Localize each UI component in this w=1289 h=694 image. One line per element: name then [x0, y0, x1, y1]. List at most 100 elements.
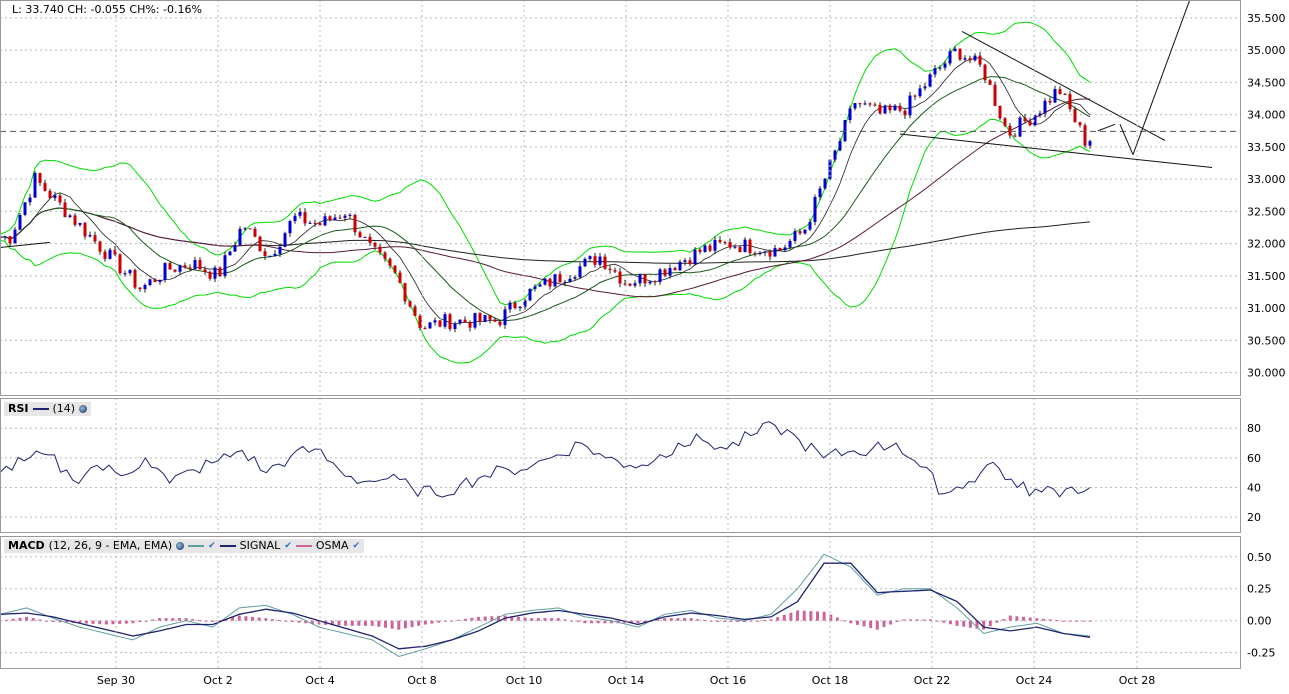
- candle-body: [853, 103, 857, 109]
- y-tick-label: 20: [1247, 511, 1261, 524]
- osma-bar: [935, 620, 939, 622]
- settings-icon[interactable]: [79, 405, 88, 413]
- candle-body: [388, 258, 392, 266]
- candle-body: [508, 302, 512, 310]
- candle-body: [873, 104, 877, 106]
- price-panel: 35.500 35.000 34.500 34.000 33.500 33.000 32.5…: [0, 0, 1286, 380]
- osma-bar: [609, 620, 613, 624]
- osma-bar: [875, 620, 879, 630]
- candle-body: [98, 241, 102, 252]
- candle-body: [903, 110, 907, 116]
- candle-body: [948, 51, 952, 64]
- candle-body: [813, 197, 817, 222]
- osma-bar: [483, 616, 487, 621]
- y-tick-label: 80: [1247, 422, 1261, 435]
- osma-bar: [297, 620, 301, 623]
- osma-bar: [1048, 619, 1052, 621]
- osma-bar: [995, 620, 999, 623]
- osma-bar: [968, 620, 972, 628]
- candle-body: [808, 221, 812, 230]
- candle-body: [273, 253, 277, 256]
- osma-bar: [390, 620, 394, 629]
- candle-body: [403, 282, 407, 302]
- y-tick-label: 30.500: [1247, 334, 1286, 347]
- candle-body: [1033, 115, 1037, 126]
- candle-body: [28, 197, 32, 203]
- osma-label: OSMA: [315, 539, 349, 552]
- rsi-legend[interactable]: RSI (14): [4, 402, 92, 416]
- x-tick-label: Oct 24: [1016, 674, 1053, 687]
- candle-body: [518, 306, 522, 308]
- candle-body: [678, 261, 682, 271]
- osma-bar: [676, 618, 680, 621]
- osma-bar: [463, 618, 467, 621]
- osma-bar: [1041, 618, 1045, 621]
- osma-bar: [802, 610, 806, 621]
- candle-body: [168, 263, 172, 270]
- candle-body: [1058, 89, 1062, 94]
- osma-bar: [1075, 620, 1079, 622]
- osma-bar: [709, 620, 713, 622]
- candle-body: [238, 228, 242, 246]
- y-tick-label: 34.000: [1247, 109, 1286, 122]
- osma-bar: [430, 620, 434, 624]
- osma-bar: [948, 620, 952, 625]
- candle-body: [313, 222, 317, 224]
- candle-body: [578, 266, 582, 278]
- moving-average-10: [0, 57, 1091, 325]
- candle-body: [573, 277, 577, 279]
- macd-legend[interactable]: MACD (12, 26, 9 - EMA, EMA) ✔ SIGNAL ✔ O…: [4, 539, 365, 553]
- candle-body: [183, 265, 187, 268]
- candle-body: [1078, 122, 1082, 126]
- x-tick-label: Oct 22: [914, 674, 951, 687]
- candle-body: [143, 285, 147, 290]
- osma-bar: [809, 611, 813, 621]
- candle-body: [983, 64, 987, 81]
- candle-body: [1053, 89, 1057, 103]
- osma-bar: [330, 620, 334, 626]
- candle-body: [913, 95, 917, 97]
- candle-body: [673, 268, 677, 271]
- osma-bar: [669, 618, 673, 621]
- osma-bar: [11, 618, 15, 621]
- candle-body: [323, 216, 327, 226]
- candle-body: [258, 236, 262, 252]
- rsi-frame: [0, 398, 1241, 533]
- osma-bar: [290, 620, 294, 622]
- candle-body: [548, 278, 552, 287]
- candle-body: [203, 269, 207, 272]
- osma-bar: [629, 620, 633, 624]
- osma-bar: [31, 618, 35, 621]
- osma-bar: [550, 618, 554, 621]
- osma-bar: [217, 620, 221, 622]
- osma-bar: [882, 620, 886, 628]
- osma-bar: [563, 619, 567, 621]
- signal-label: SIGNAL: [239, 539, 281, 552]
- candle-body: [243, 228, 247, 230]
- osma-bar: [171, 618, 175, 621]
- candle-body: [1028, 121, 1032, 126]
- candle-body: [998, 105, 1002, 119]
- osma-bar: [656, 619, 660, 621]
- rsi-swatch: [32, 408, 49, 410]
- settings-icon[interactable]: [176, 542, 185, 550]
- osma-bar: [317, 620, 321, 625]
- candle-body: [918, 88, 922, 97]
- candle-body: [623, 283, 627, 285]
- check-icon[interactable]: ✔: [284, 541, 292, 551]
- candle-body: [973, 55, 977, 61]
- quote-readout: L: 33.740 CH: -0.055 CH%: -0.16%: [12, 3, 202, 16]
- candle-body: [538, 284, 542, 287]
- osma-bar: [1035, 618, 1039, 621]
- candle-body: [833, 150, 837, 160]
- osma-bar: [118, 620, 122, 624]
- x-tick-label: Oct 16: [710, 674, 747, 687]
- candle-body: [223, 255, 227, 276]
- trend-line: [1132, 0, 1191, 155]
- check-icon[interactable]: ✔: [352, 541, 361, 551]
- osma-bar: [38, 619, 42, 621]
- candle-body: [698, 249, 702, 252]
- check-icon[interactable]: ✔: [208, 541, 216, 551]
- osma-bar: [722, 620, 726, 622]
- candle-body: [773, 247, 777, 257]
